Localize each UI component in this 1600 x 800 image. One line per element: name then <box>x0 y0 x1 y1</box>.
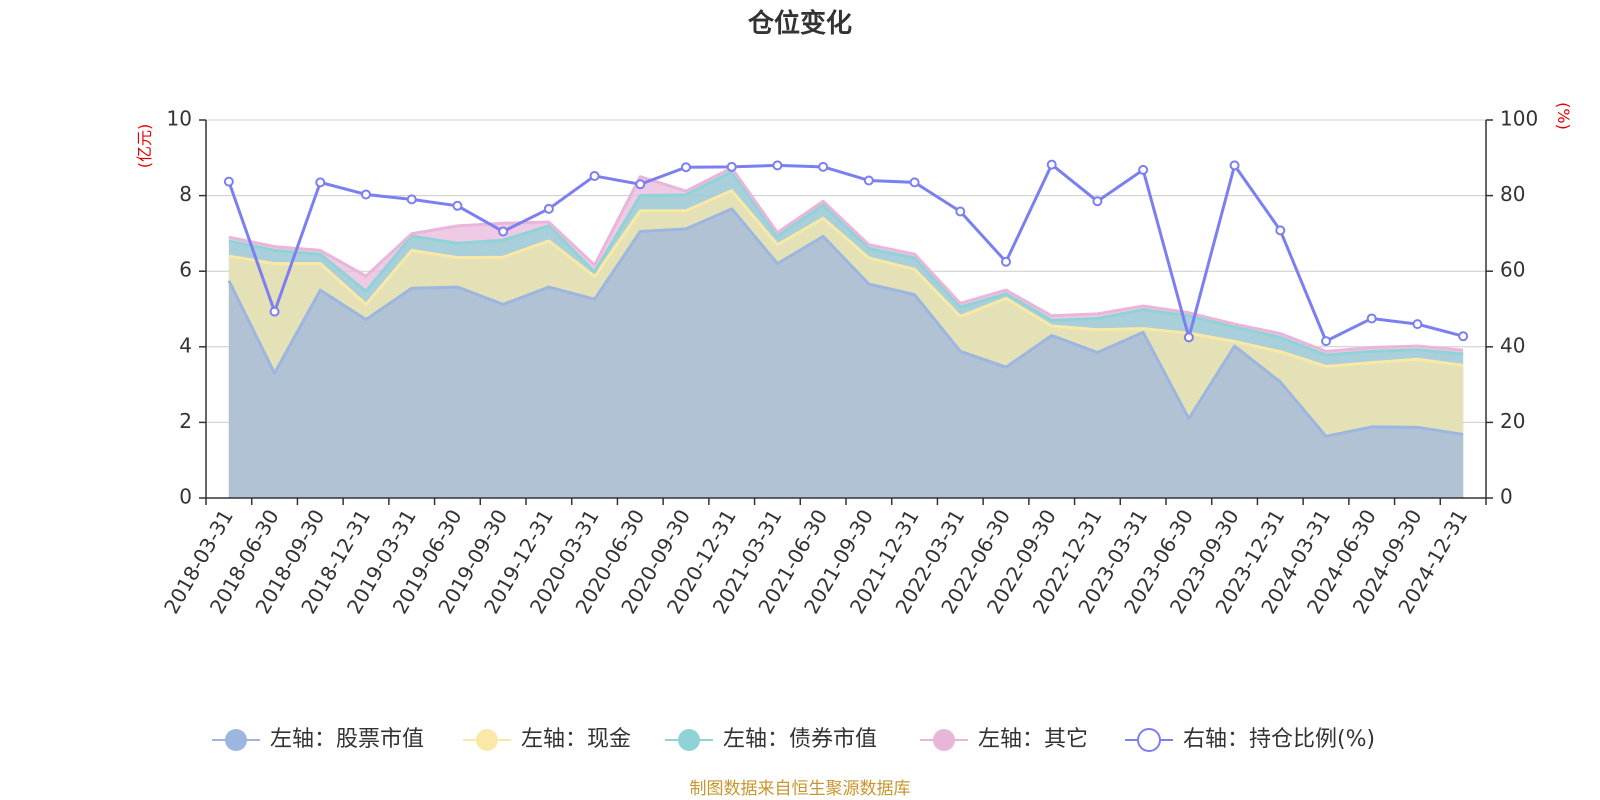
ratio-point-2023-12-31 <box>1275 225 1286 236</box>
area-stock <box>228 208 1464 498</box>
ratio-point-2018-09-30 <box>315 177 326 188</box>
left-y-tick-label: 0 <box>179 485 192 509</box>
area-series <box>227 166 1464 499</box>
left-y-tick-label: 4 <box>179 333 192 357</box>
legend-marker <box>678 729 700 751</box>
ratio-line <box>227 163 1464 343</box>
legend-marker <box>1137 728 1161 752</box>
ratio-point-2019-09-30 <box>498 226 509 237</box>
ratio-line-series <box>223 159 1469 347</box>
right-y-tick-label: 100 <box>1500 107 1538 131</box>
left-y-tick-label: 2 <box>179 409 192 433</box>
legend-marker <box>225 729 247 751</box>
area-edge-stock <box>227 207 1464 438</box>
legend-item-bond: 左轴：债券市值 <box>665 727 877 752</box>
ratio-point-2020-12-31 <box>726 161 737 172</box>
ratio-point-2018-03-31 <box>223 176 234 187</box>
ratio-point-2018-12-31 <box>361 189 371 200</box>
ratio-point-2022-09-30 <box>1046 159 1057 170</box>
area-edge-bond <box>228 170 1464 357</box>
ratio-point-2023-09-30 <box>1229 160 1240 171</box>
ratio-point-2019-03-31 <box>406 194 417 205</box>
area-edge-cash <box>228 189 1464 368</box>
legend-label: 左轴：其它 <box>978 727 1088 752</box>
area-edge-other <box>228 166 1464 353</box>
legend-label: 左轴：债券市值 <box>723 727 877 752</box>
legend-item-other: 左轴：其它 <box>920 727 1088 752</box>
legend-marker <box>933 729 955 751</box>
left-y-tick-label: 6 <box>179 258 192 282</box>
ratio-point-2023-03-31 <box>1138 164 1149 175</box>
ratio-point-2020-03-31 <box>589 170 600 181</box>
ratio-point-2024-12-31 <box>1458 331 1469 342</box>
legend-item-cash: 左轴：现金 <box>463 727 631 752</box>
legend: 左轴：股票市值 左轴：现金 左轴：债券市值 左轴：其它 右轴：持仓比例(%) <box>212 727 1375 752</box>
ratio-point-2019-06-30 <box>452 200 463 211</box>
ratio-point-2020-09-30 <box>681 162 691 173</box>
ratio-point-2024-03-31 <box>1321 336 1331 347</box>
right-y-tick-label: 80 <box>1500 182 1525 206</box>
ratio-point-2022-06-30 <box>1001 256 1011 267</box>
chart-title: 仓位变化 <box>747 8 852 39</box>
legend-marker <box>476 729 498 751</box>
right-y-tick-label: 40 <box>1500 333 1525 357</box>
legend-label: 右轴：持仓比例(%) <box>1183 727 1375 752</box>
right-y-tick-label: 0 <box>1500 485 1513 509</box>
data-source-note: 制图数据来自恒生聚源数据库 <box>690 779 911 799</box>
ratio-point-2024-09-30 <box>1412 319 1423 330</box>
ratio-point-2023-06-30 <box>1183 332 1194 343</box>
ratio-point-2018-06-30 <box>269 306 280 317</box>
ratio-point-2021-03-31 <box>772 160 783 171</box>
legend-item-ratio: 右轴：持仓比例(%) <box>1125 727 1375 752</box>
left-axis-unit: (亿元) <box>135 124 154 169</box>
ratio-point-2024-06-30 <box>1366 313 1377 324</box>
right-axis-unit: (%) <box>1554 102 1573 130</box>
ratio-point-2019-12-31 <box>543 203 554 214</box>
legend-item-stock: 左轴：股票市值 <box>212 727 424 752</box>
ratio-point-2022-12-31 <box>1092 196 1103 207</box>
ratio-point-2022-03-31 <box>955 206 966 217</box>
ratio-point-2021-12-31 <box>909 177 920 188</box>
legend-label: 左轴：股票市值 <box>270 727 424 752</box>
left-y-tick-label: 10 <box>167 107 192 131</box>
ratio-point-2020-06-30 <box>635 179 646 190</box>
left-y-tick-label: 8 <box>179 182 192 206</box>
ratio-point-2021-09-30 <box>863 175 874 186</box>
right-y-tick-label: 60 <box>1500 258 1525 282</box>
legend-label: 左轴：现金 <box>521 727 631 752</box>
ratio-point-2021-06-30 <box>818 161 829 172</box>
right-y-tick-label: 20 <box>1500 409 1525 433</box>
